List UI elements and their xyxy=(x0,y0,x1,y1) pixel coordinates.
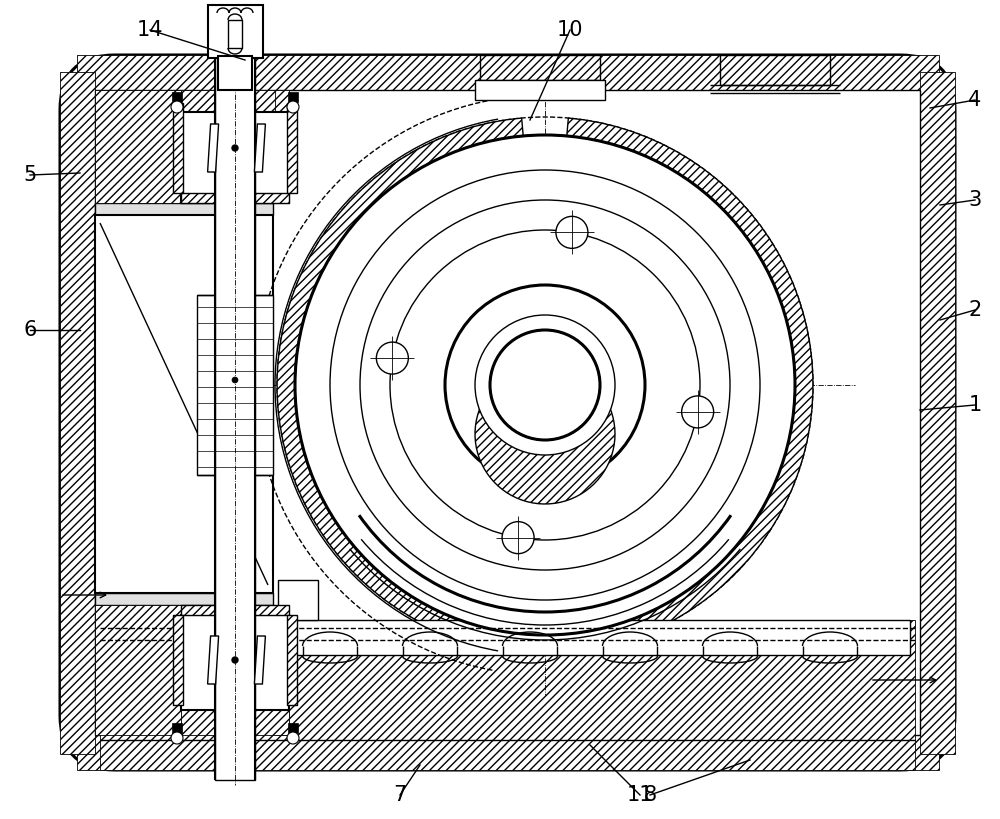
Circle shape xyxy=(171,101,183,113)
Text: 1: 1 xyxy=(968,395,982,415)
Polygon shape xyxy=(181,90,289,112)
Circle shape xyxy=(232,377,238,383)
Polygon shape xyxy=(254,636,265,684)
Polygon shape xyxy=(181,112,289,203)
Circle shape xyxy=(171,732,183,744)
Polygon shape xyxy=(475,80,605,100)
Circle shape xyxy=(490,330,600,440)
Polygon shape xyxy=(288,92,298,102)
Polygon shape xyxy=(228,20,242,48)
Polygon shape xyxy=(480,55,600,80)
Polygon shape xyxy=(60,71,95,753)
Polygon shape xyxy=(95,90,181,203)
Polygon shape xyxy=(181,193,289,203)
Polygon shape xyxy=(287,615,297,705)
Circle shape xyxy=(502,522,534,554)
Circle shape xyxy=(376,342,408,374)
Polygon shape xyxy=(567,118,813,652)
Circle shape xyxy=(556,216,588,248)
Circle shape xyxy=(445,285,645,485)
Polygon shape xyxy=(76,55,938,90)
Polygon shape xyxy=(287,103,297,193)
Circle shape xyxy=(232,145,238,151)
Polygon shape xyxy=(197,295,273,475)
FancyBboxPatch shape xyxy=(60,55,955,770)
Text: 5: 5 xyxy=(23,165,37,185)
Polygon shape xyxy=(275,90,289,203)
Polygon shape xyxy=(172,723,182,733)
Polygon shape xyxy=(288,723,298,733)
Polygon shape xyxy=(76,735,938,770)
Text: 11: 11 xyxy=(627,785,653,805)
Polygon shape xyxy=(95,215,273,593)
Circle shape xyxy=(360,200,730,570)
Polygon shape xyxy=(172,92,182,102)
Polygon shape xyxy=(208,636,219,684)
Polygon shape xyxy=(475,364,615,504)
Circle shape xyxy=(232,657,238,663)
Polygon shape xyxy=(920,71,955,753)
Polygon shape xyxy=(95,203,273,215)
Polygon shape xyxy=(278,580,318,620)
Polygon shape xyxy=(215,55,255,780)
Polygon shape xyxy=(173,615,183,705)
Polygon shape xyxy=(100,620,915,770)
Polygon shape xyxy=(181,615,289,710)
Polygon shape xyxy=(720,55,830,85)
Circle shape xyxy=(287,101,299,113)
Circle shape xyxy=(295,135,795,635)
Polygon shape xyxy=(181,710,289,735)
Circle shape xyxy=(390,230,700,540)
Circle shape xyxy=(330,170,760,600)
Circle shape xyxy=(287,732,299,744)
Polygon shape xyxy=(254,124,265,172)
Polygon shape xyxy=(105,620,910,655)
Circle shape xyxy=(475,315,615,455)
Text: 8: 8 xyxy=(643,785,657,805)
Polygon shape xyxy=(275,605,289,735)
Text: 3: 3 xyxy=(968,190,982,210)
Polygon shape xyxy=(95,605,181,735)
Text: 14: 14 xyxy=(137,20,163,40)
Text: 10: 10 xyxy=(557,20,583,40)
Text: 7: 7 xyxy=(393,785,407,805)
Polygon shape xyxy=(208,5,262,58)
Text: 4: 4 xyxy=(968,90,982,110)
Text: 6: 6 xyxy=(23,320,37,340)
Polygon shape xyxy=(95,593,273,605)
Circle shape xyxy=(682,396,714,428)
Polygon shape xyxy=(173,103,183,193)
Polygon shape xyxy=(277,118,523,652)
Polygon shape xyxy=(208,124,219,172)
Polygon shape xyxy=(218,56,252,90)
Polygon shape xyxy=(181,605,289,615)
Text: 2: 2 xyxy=(968,300,982,320)
